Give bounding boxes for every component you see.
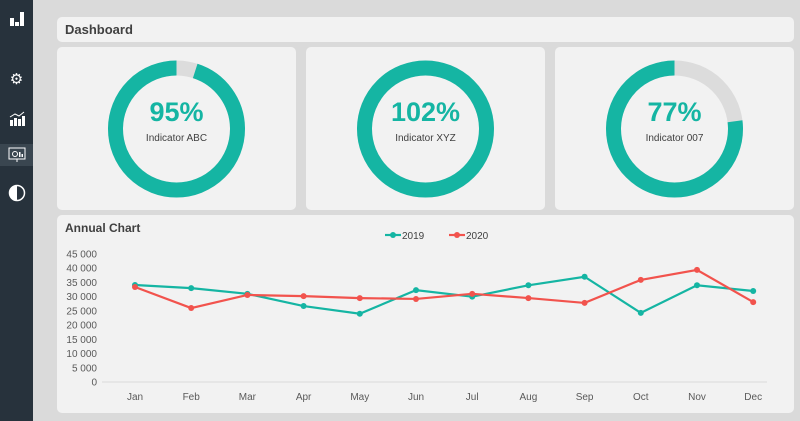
kpi-card: 102% Indicator XYZ [306, 47, 545, 210]
kpi-donut [357, 60, 494, 198]
data-point-2019 [413, 287, 419, 294]
data-point-2019 [750, 287, 757, 294]
data-point-2019 [188, 285, 195, 292]
chart-title: Annual Chart [65, 221, 141, 235]
kpi-value: 102% [390, 97, 461, 127]
y-tick-label: 5 000 [72, 363, 97, 374]
donut-fill [357, 60, 494, 198]
kpi-label: Indicator ABC [145, 133, 208, 144]
data-point-2020 [637, 276, 644, 283]
data-point-2020 [132, 283, 138, 290]
data-point-2020 [188, 305, 195, 312]
presentation-icon[interactable] [0, 144, 33, 166]
legend-label-2020: 2020 [466, 231, 489, 242]
x-tick-label: Jun [408, 392, 424, 403]
series-line-2020 [134, 268, 754, 310]
data-point-2020 [581, 299, 588, 306]
data-point-2020 [469, 290, 476, 297]
x-tick-label: Mar [239, 392, 257, 403]
donut-fill [606, 60, 743, 198]
legend-marker-2019 [390, 232, 396, 238]
line-chart: 0 5 000 10 000 15 000 20 000 25 000 30 000 35 0… [66, 231, 767, 403]
x-tick-label: Feb [183, 392, 201, 403]
data-point-2019 [525, 282, 532, 289]
y-tick-label: 35 000 [66, 278, 97, 289]
data-point-2020 [694, 266, 700, 273]
x-tick-label: Aug [520, 392, 538, 403]
donut-fill [108, 60, 245, 198]
series-line-2019 [134, 275, 754, 315]
legend-label-2019: 2019 [402, 231, 425, 242]
y-tick-label: 45 000 [66, 250, 97, 261]
kpi-value: 95% [149, 97, 204, 127]
sidebar: ⚙ [0, 0, 33, 421]
data-point-2019 [581, 273, 588, 280]
x-tick-label: Dec [744, 392, 762, 403]
x-tick-label: Sep [576, 392, 594, 403]
data-point-2020 [300, 293, 307, 300]
y-tick-label: 15 000 [66, 335, 97, 346]
chart-icon[interactable] [0, 108, 33, 130]
y-tick-label: 30 000 [66, 292, 97, 303]
kpi-donut [108, 60, 245, 198]
annual-chart-card: Annual Chart 0 5 000 10 000 15 000 20 000 25 … [57, 215, 794, 413]
data-point-2020 [750, 299, 757, 306]
x-tick-label: Nov [688, 392, 706, 403]
kpi-card: 77% Indicator 007 [555, 47, 794, 210]
data-point-2020 [525, 295, 532, 302]
kpi-value: 77% [647, 97, 702, 127]
y-tick-label: 25 000 [66, 306, 97, 317]
y-tick-label: 40 000 [66, 264, 97, 275]
page-title: Dashboard [65, 22, 133, 37]
legend-marker-2020 [454, 232, 460, 238]
kpi-card: 95% Indicator ABC [57, 47, 296, 210]
x-tick-label: May [350, 392, 369, 403]
x-tick-label: Oct [633, 392, 649, 403]
kpi-donut [606, 60, 743, 198]
y-tick-label: 20 000 [66, 321, 97, 332]
contrast-icon[interactable] [0, 182, 33, 204]
data-point-2020 [244, 291, 251, 298]
x-tick-label: Apr [296, 392, 312, 403]
y-tick-label: 0 [91, 378, 97, 389]
data-point-2019 [356, 310, 363, 317]
data-point-2020 [356, 295, 363, 302]
kpi-label: Indicator XYZ [395, 133, 456, 144]
data-point-2019 [694, 282, 700, 289]
data-point-2019 [637, 309, 644, 316]
gear-icon[interactable]: ⚙ [9, 71, 24, 88]
x-tick-label: Jul [466, 392, 479, 403]
y-tick-label: 10 000 [66, 349, 97, 360]
kpi-label: Indicator 007 [645, 133, 704, 144]
header-bar: Dashboard [57, 17, 794, 42]
data-point-2019 [300, 303, 307, 310]
x-tick-label: Jan [127, 392, 143, 403]
data-point-2020 [413, 295, 419, 302]
logo-bar-icon[interactable] [0, 8, 33, 30]
